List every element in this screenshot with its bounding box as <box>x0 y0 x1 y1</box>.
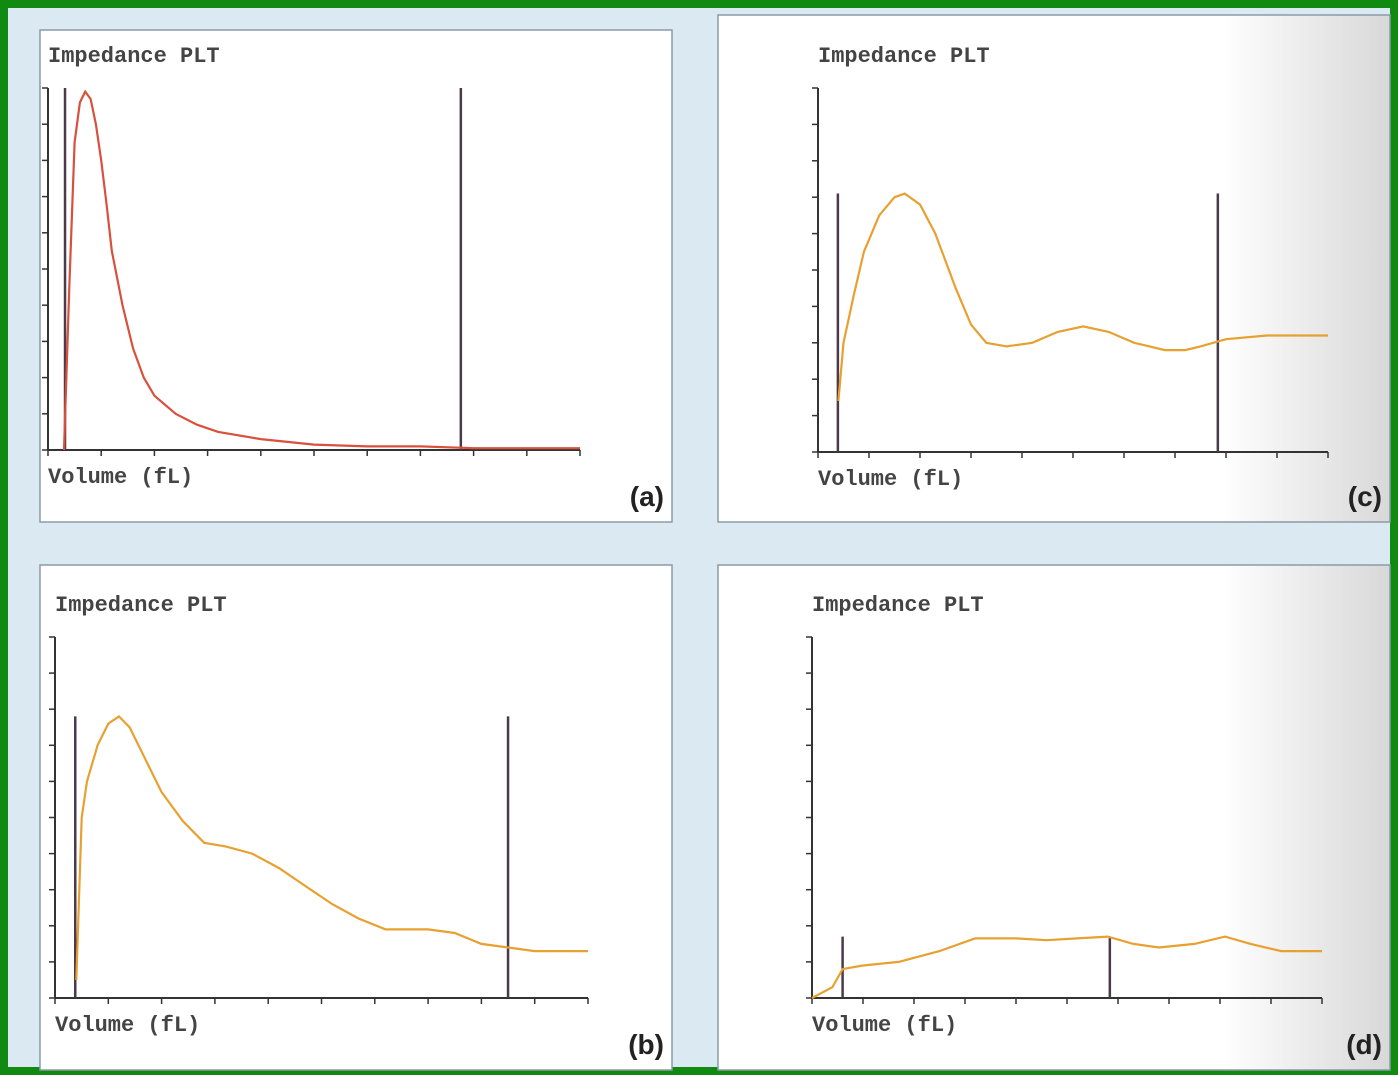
chart-title: Impedance PLT <box>812 593 984 618</box>
histogram-line <box>62 89 580 451</box>
x-axis-label: Volume (fL) <box>812 1013 957 1038</box>
panel-label: (b) <box>628 1029 664 1060</box>
x-axis-label: Volume (fL) <box>48 465 193 490</box>
chart-title: Impedance PLT <box>818 44 990 69</box>
panel <box>717 564 1391 1071</box>
histogram-line <box>837 192 1328 402</box>
histogram-line <box>75 714 588 981</box>
panel-label: (d) <box>1346 1029 1382 1060</box>
x-axis-label: Volume (fL) <box>55 1013 200 1038</box>
panel <box>39 564 673 1071</box>
chart-title: Impedance PLT <box>48 44 220 69</box>
x-axis-label: Volume (fL) <box>818 467 963 492</box>
chart-title: Impedance PLT <box>55 593 227 618</box>
panel-label: (a) <box>630 481 664 512</box>
panel <box>717 14 1391 523</box>
panel <box>39 29 673 523</box>
histogram-line <box>811 935 1322 999</box>
panel-label: (c) <box>1348 481 1382 512</box>
